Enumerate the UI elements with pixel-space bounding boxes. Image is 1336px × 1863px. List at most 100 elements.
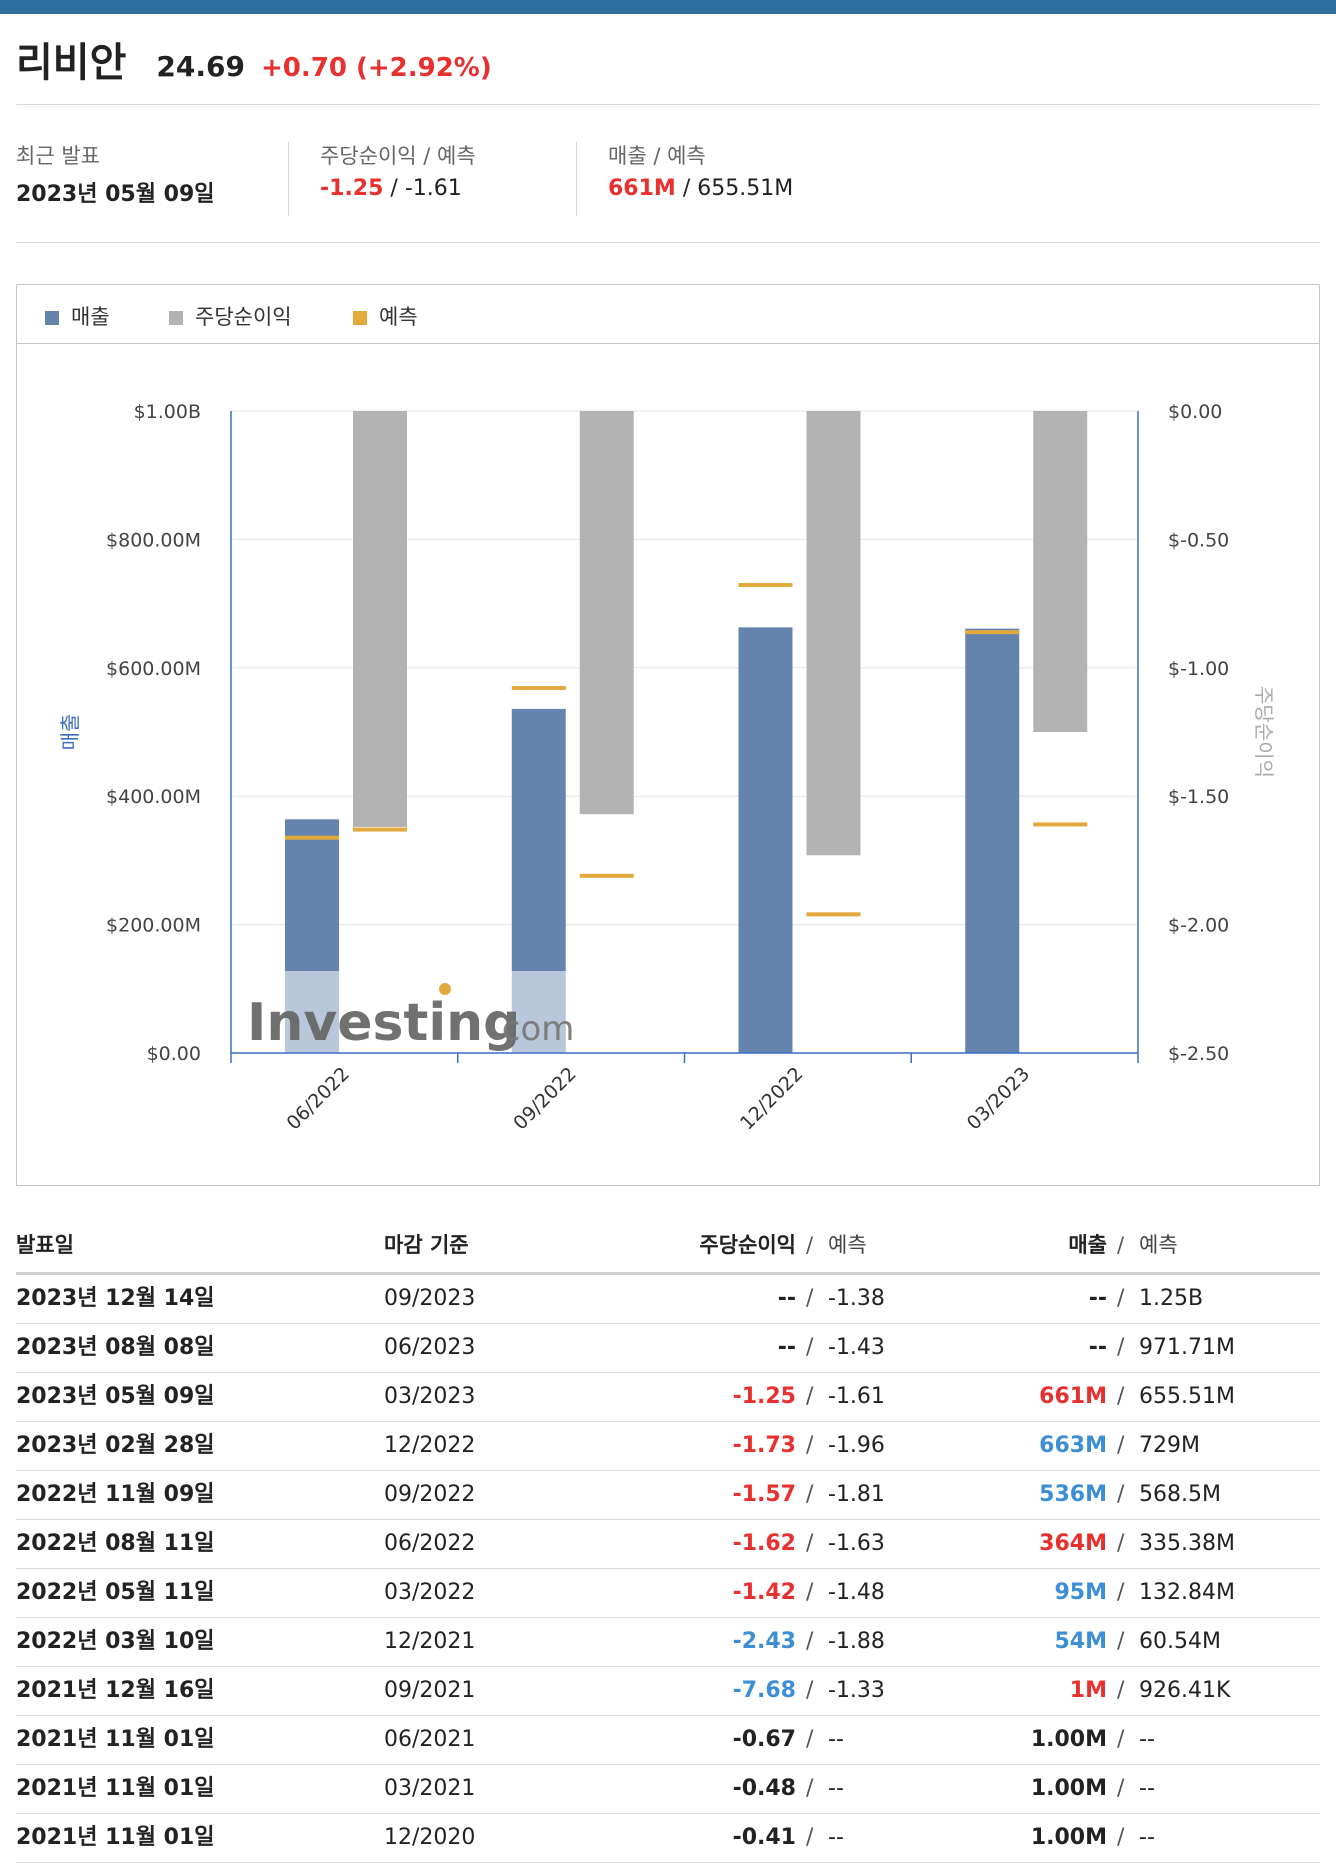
- header-slash: /: [1117, 1233, 1125, 1257]
- table-row: 2022년 05월 11일 03/2022 -1.42 / -1.48 95M / 132.8…: [16, 1569, 1320, 1618]
- row-period: 09/2022: [384, 1482, 476, 1507]
- right-axis-tick-label: $-2.00: [1168, 915, 1229, 937]
- row-slash: /: [1117, 1629, 1125, 1654]
- table-row: 2023년 08월 08일 06/2023 -- / -1.43 -- / 971.71M: [16, 1324, 1320, 1373]
- row-eps-forecast: -1.81: [828, 1482, 885, 1507]
- row-date: 2022년 05월 11일: [16, 1580, 215, 1605]
- earnings-chart: $1.00B $800.00M $600.00M $400.00M $200.00M $0…: [58, 401, 1276, 1134]
- row-revenue-actual: 536M: [1039, 1482, 1107, 1507]
- row-eps-actual: -0.67: [732, 1727, 796, 1752]
- table-body: 2023년 12월 14일 09/2023 -- / -1.38 --/1.25B 2023…: [16, 1275, 1320, 1863]
- header-revenue[interactable]: 매출: [1068, 1233, 1107, 1257]
- row-eps-actual: -2.43: [732, 1629, 796, 1654]
- row-eps-forecast: --: [828, 1727, 844, 1752]
- row-period: 03/2022: [384, 1580, 476, 1605]
- row-eps-actual: -0.48: [732, 1776, 796, 1801]
- earnings-chart-panel: 매출 주당순이익 예측 $1.00B $800.00M $600.00M $400.0…: [16, 284, 1320, 1186]
- earnings-table: 발표일 마감 기준 주당순이익 / 예측 매출 / 예측 2023년 12월 1…: [16, 1220, 1320, 1863]
- header-revenue-forecast[interactable]: 예측: [1139, 1233, 1178, 1257]
- row-eps-actual: --: [777, 1286, 796, 1311]
- header-date[interactable]: 발표일: [16, 1233, 74, 1257]
- row-revenue-forecast: --: [1139, 1727, 1155, 1752]
- summary-eps: 주당순이익 / 예측 -1.25 / -1.61: [320, 140, 476, 216]
- row-period: 12/2022: [384, 1433, 476, 1458]
- summary-divider: [16, 242, 1320, 243]
- row-slash: /: [1117, 1776, 1125, 1801]
- revenue-forecast-mark: [511, 686, 566, 691]
- row-date: 2022년 11월 09일: [16, 1482, 215, 1507]
- latest-date: 2023년 05월 09일: [16, 182, 215, 207]
- row-slash: /: [1117, 1384, 1125, 1409]
- row-slash: /: [806, 1776, 814, 1801]
- eps-forecast-mark: [579, 873, 634, 878]
- row-slash: /: [1117, 1580, 1125, 1605]
- row-revenue-actual: 663M: [1039, 1433, 1107, 1458]
- header-eps-forecast[interactable]: 예측: [828, 1233, 867, 1257]
- row-eps-forecast: -1.63: [828, 1531, 885, 1556]
- table-row: 2023년 12월 14일 09/2023 -- / -1.38 -- / 1.25B: [16, 1275, 1320, 1324]
- row-eps-actual: -1.57: [732, 1482, 796, 1507]
- row-slash: /: [806, 1580, 814, 1605]
- row-eps-actual: -1.62: [732, 1531, 796, 1556]
- row-slash: /: [806, 1335, 814, 1360]
- row-period: 09/2023: [384, 1286, 476, 1311]
- eps-forecast-mark: [1033, 822, 1088, 827]
- row-eps-actual: --: [777, 1335, 796, 1360]
- row-revenue-forecast: --: [1139, 1776, 1155, 1801]
- stock-name: 리비안: [16, 40, 127, 86]
- row-revenue-forecast: 655.51M: [1139, 1384, 1235, 1409]
- row-period: 12/2020: [384, 1825, 476, 1850]
- row-eps-actual: -7.68: [732, 1678, 796, 1703]
- row-revenue-forecast: 971.71M: [1139, 1335, 1235, 1360]
- chart-legend: 매출 주당순이익 예측: [17, 285, 1319, 344]
- earnings-summary: 최근 발표 2023년 05월 09일 주당순이익 / 예측 -1.25 / -…: [16, 140, 1320, 216]
- summary-separator: [288, 142, 289, 216]
- row-slash: /: [1117, 1286, 1125, 1311]
- row-slash: /: [806, 1286, 814, 1311]
- x-axis-tick-label: 09/2022: [509, 1063, 580, 1134]
- row-slash: /: [806, 1825, 814, 1850]
- row-eps-forecast: --: [828, 1825, 844, 1850]
- row-revenue-forecast: 568.5M: [1139, 1482, 1221, 1507]
- right-axis-tick-label: $-1.50: [1168, 786, 1229, 808]
- price-change: +0.70 (+2.92%): [260, 53, 492, 83]
- legend-forecast[interactable]: 예측: [353, 301, 418, 331]
- right-axis-tick-label: $0.00: [1168, 401, 1222, 423]
- watermark-backdrop: [233, 971, 573, 1053]
- stock-header: 리비안 24.69 +0.70 (+2.92%): [16, 30, 492, 86]
- row-revenue-forecast: 729M: [1139, 1433, 1200, 1458]
- row-eps-forecast: -1.96: [828, 1433, 885, 1458]
- table-row: 2021년 11월 01일 06/2021 -0.67 / -- 1.00M / --: [16, 1716, 1320, 1765]
- latest-label: 최근 발표: [16, 144, 100, 168]
- table-header: 발표일 마감 기준 주당순이익 / 예측 매출 / 예측: [16, 1220, 1320, 1275]
- header-eps[interactable]: 주당순이익: [699, 1233, 796, 1257]
- legend-eps-label: 주당순이익: [195, 305, 292, 329]
- row-revenue-actual: --: [1088, 1335, 1107, 1360]
- legend-eps[interactable]: 주당순이익: [169, 301, 292, 331]
- eps-bar: [353, 411, 407, 828]
- row-date: 2022년 08월 11일: [16, 1531, 215, 1556]
- legend-revenue-label: 매출: [71, 305, 110, 329]
- x-axis-tick-label: 06/2022: [283, 1063, 354, 1134]
- row-period: 06/2022: [384, 1531, 476, 1556]
- row-revenue-forecast: 1.25B: [1139, 1286, 1204, 1311]
- summary-revenue: 매출 / 예측 661M / 655.51M: [608, 140, 793, 216]
- row-eps-forecast: -1.43: [828, 1335, 885, 1360]
- top-accent-bar: [0, 0, 1336, 14]
- row-period: 06/2021: [384, 1727, 476, 1752]
- row-slash: /: [806, 1384, 814, 1409]
- row-revenue-forecast: 132.84M: [1139, 1580, 1235, 1605]
- left-axis-tick-label: $0.00: [147, 1043, 201, 1065]
- summary-latest: 최근 발표 2023년 05월 09일: [16, 140, 215, 216]
- eps-label: 주당순이익 / 예측: [320, 144, 476, 168]
- row-eps-actual: -0.41: [732, 1825, 796, 1850]
- revenue-bar: [738, 627, 793, 1053]
- header-period[interactable]: 마감 기준: [384, 1233, 469, 1257]
- row-period: 03/2023: [384, 1384, 476, 1409]
- row-slash: /: [1117, 1727, 1125, 1752]
- legend-revenue[interactable]: 매출: [45, 301, 110, 331]
- row-slash: /: [806, 1531, 814, 1556]
- row-slash: /: [806, 1482, 814, 1507]
- watermark-suffix: .com: [491, 1009, 574, 1049]
- left-axis-tick-label: $200.00M: [106, 915, 201, 937]
